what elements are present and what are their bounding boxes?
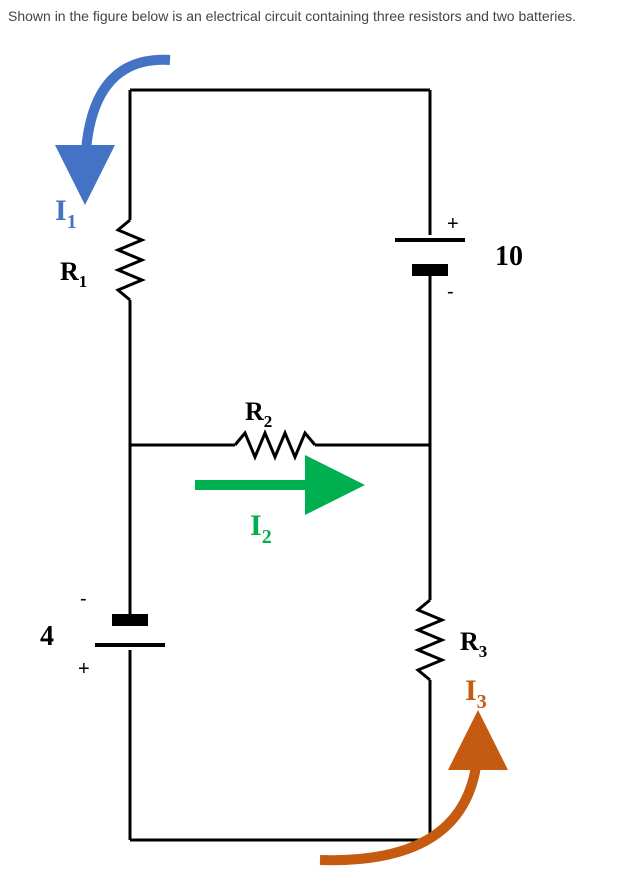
label-battery-10: 10 <box>495 241 523 272</box>
label-i2: I2 <box>250 509 272 548</box>
current-i3-arrow <box>320 740 478 860</box>
current-i1-arrow <box>85 60 170 175</box>
label-r2: R2 <box>245 397 272 431</box>
label-i1: I1 <box>55 194 77 233</box>
label-battery-4: 4 <box>40 621 54 652</box>
circuit-diagram: I1 R1 R2 I2 R3 I3 10 + - 4 - + <box>0 40 617 889</box>
label-i3: I3 <box>465 674 487 713</box>
battery-4-minus: - <box>80 588 87 610</box>
label-r1: R1 <box>60 257 87 291</box>
battery-4-plus: + <box>78 658 90 680</box>
battery-10-minus: - <box>447 281 454 303</box>
figure-caption: Shown in the figure below is an electric… <box>8 8 576 24</box>
battery-10-plus: + <box>447 213 459 235</box>
label-r3: R3 <box>460 627 487 661</box>
